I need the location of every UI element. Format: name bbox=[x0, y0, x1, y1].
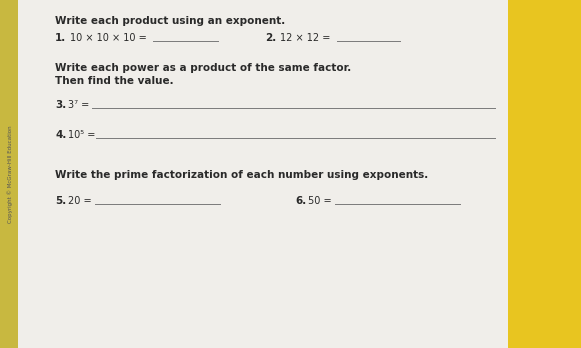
Text: 4.: 4. bbox=[55, 130, 66, 140]
Text: 10 × 10 × 10 =: 10 × 10 × 10 = bbox=[70, 33, 150, 43]
Bar bbox=[18, 0, 508, 348]
Text: Write the prime factorization of each number using exponents.: Write the prime factorization of each nu… bbox=[55, 170, 428, 180]
Text: 5.: 5. bbox=[55, 196, 66, 206]
Text: 3⁷ =: 3⁷ = bbox=[68, 100, 92, 110]
Bar bbox=[0, 0, 18, 348]
Text: 1.: 1. bbox=[55, 33, 66, 43]
Text: 50 =: 50 = bbox=[308, 196, 335, 206]
Text: 2.: 2. bbox=[265, 33, 276, 43]
Text: Write each power as a product of the same factor.: Write each power as a product of the sam… bbox=[55, 63, 352, 73]
Text: Write each product using an exponent.: Write each product using an exponent. bbox=[55, 16, 285, 26]
Text: 10⁵ =: 10⁵ = bbox=[68, 130, 99, 140]
Text: Copyright © McGraw-Hill Education: Copyright © McGraw-Hill Education bbox=[7, 125, 13, 223]
Bar bbox=[508, 0, 581, 348]
Text: 12 × 12 =: 12 × 12 = bbox=[280, 33, 333, 43]
Text: 3.: 3. bbox=[55, 100, 66, 110]
Text: Then find the value.: Then find the value. bbox=[55, 76, 174, 86]
Text: 6.: 6. bbox=[295, 196, 306, 206]
Bar bbox=[508, 0, 581, 348]
Text: 20 =: 20 = bbox=[68, 196, 95, 206]
